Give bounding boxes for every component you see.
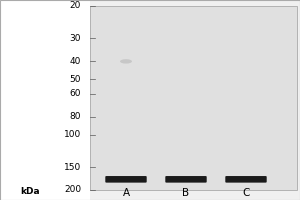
Text: C: C — [242, 188, 250, 198]
FancyBboxPatch shape — [165, 176, 207, 183]
Text: 60: 60 — [70, 89, 81, 98]
Text: 40: 40 — [70, 57, 81, 66]
Text: kDa: kDa — [20, 188, 40, 196]
Text: 200: 200 — [64, 186, 81, 194]
Bar — [90, 6, 297, 190]
Text: A: A — [122, 188, 130, 198]
FancyBboxPatch shape — [225, 176, 267, 183]
Text: 20: 20 — [70, 1, 81, 10]
Text: 80: 80 — [70, 112, 81, 121]
Text: 50: 50 — [70, 75, 81, 84]
Text: 100: 100 — [64, 130, 81, 139]
Bar — [0, 0, 90, 200]
FancyBboxPatch shape — [105, 176, 147, 183]
Ellipse shape — [120, 59, 132, 64]
Text: 30: 30 — [70, 34, 81, 43]
Text: B: B — [182, 188, 190, 198]
Text: 150: 150 — [64, 163, 81, 172]
